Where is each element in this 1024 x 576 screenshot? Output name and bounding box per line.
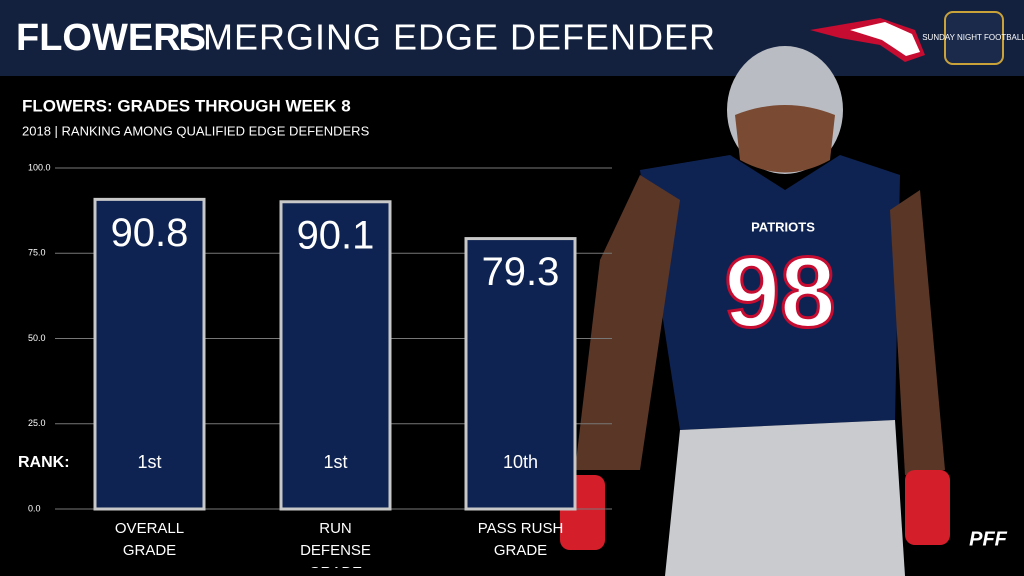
bar (464, 237, 577, 511)
y-tick-label: 50.0 (28, 333, 46, 343)
value-label: 79.3 (482, 250, 560, 294)
jersey-name: PATRIOTS (751, 219, 815, 234)
rank-value: 10th (503, 452, 538, 472)
value-label: 90.1 (297, 213, 375, 257)
y-tick-label: 25.0 (28, 418, 46, 428)
chart-title: EMERGING EDGE DEFENDER (178, 17, 716, 58)
x-tick-label-box: OVERALL GRADE (114, 520, 185, 559)
x-tick-label-box: RUN DEFENSE GRADE (300, 520, 371, 568)
player-photo (560, 46, 950, 576)
rank-value: 1st (323, 452, 347, 472)
team-logo-detail (850, 22, 920, 56)
x-tick-label: PASS RUSH GRADE (477, 520, 564, 559)
broadcast-logo (944, 11, 1004, 65)
x-tick-label: OVERALL GRADE (114, 520, 185, 559)
y-tick-label: 0.0 (28, 503, 41, 513)
x-tick-label: RUN DEFENSE GRADE (300, 520, 371, 568)
caption: 2018 | RANKING AMONG QUALIFIED EDGE DEFE… (22, 123, 370, 138)
x-tick-label-box: PASS RUSH GRADE (477, 520, 564, 559)
jersey-number: 98 (724, 236, 835, 348)
rank-label: RANK: (18, 454, 70, 471)
rank-value: 1st (137, 452, 161, 472)
y-tick-label: 100.0 (28, 162, 51, 172)
broadcast-logo-text: SUNDAY NIGHT FOOTBALL (922, 33, 1024, 42)
title-name: FLOWERS (16, 17, 206, 59)
bar (279, 200, 392, 511)
source-logo: PFF (969, 528, 1008, 550)
y-tick-label: 75.0 (28, 248, 46, 258)
value-label: 90.8 (111, 211, 189, 255)
bar (93, 197, 206, 511)
subtitle: FLOWERS: GRADES THROUGH WEEK 8 (22, 96, 351, 115)
